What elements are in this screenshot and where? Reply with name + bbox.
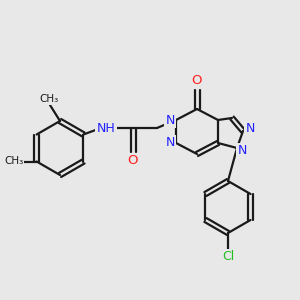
Text: O: O [192,74,202,88]
Text: N: N [165,136,175,149]
Text: N: N [245,122,255,136]
Text: N: N [237,145,247,158]
Text: CH₃: CH₃ [39,94,58,104]
Text: N: N [165,113,175,127]
Text: CH₃: CH₃ [4,157,23,166]
Text: Cl: Cl [222,250,234,263]
Text: O: O [128,154,138,167]
Text: NH: NH [97,122,116,134]
